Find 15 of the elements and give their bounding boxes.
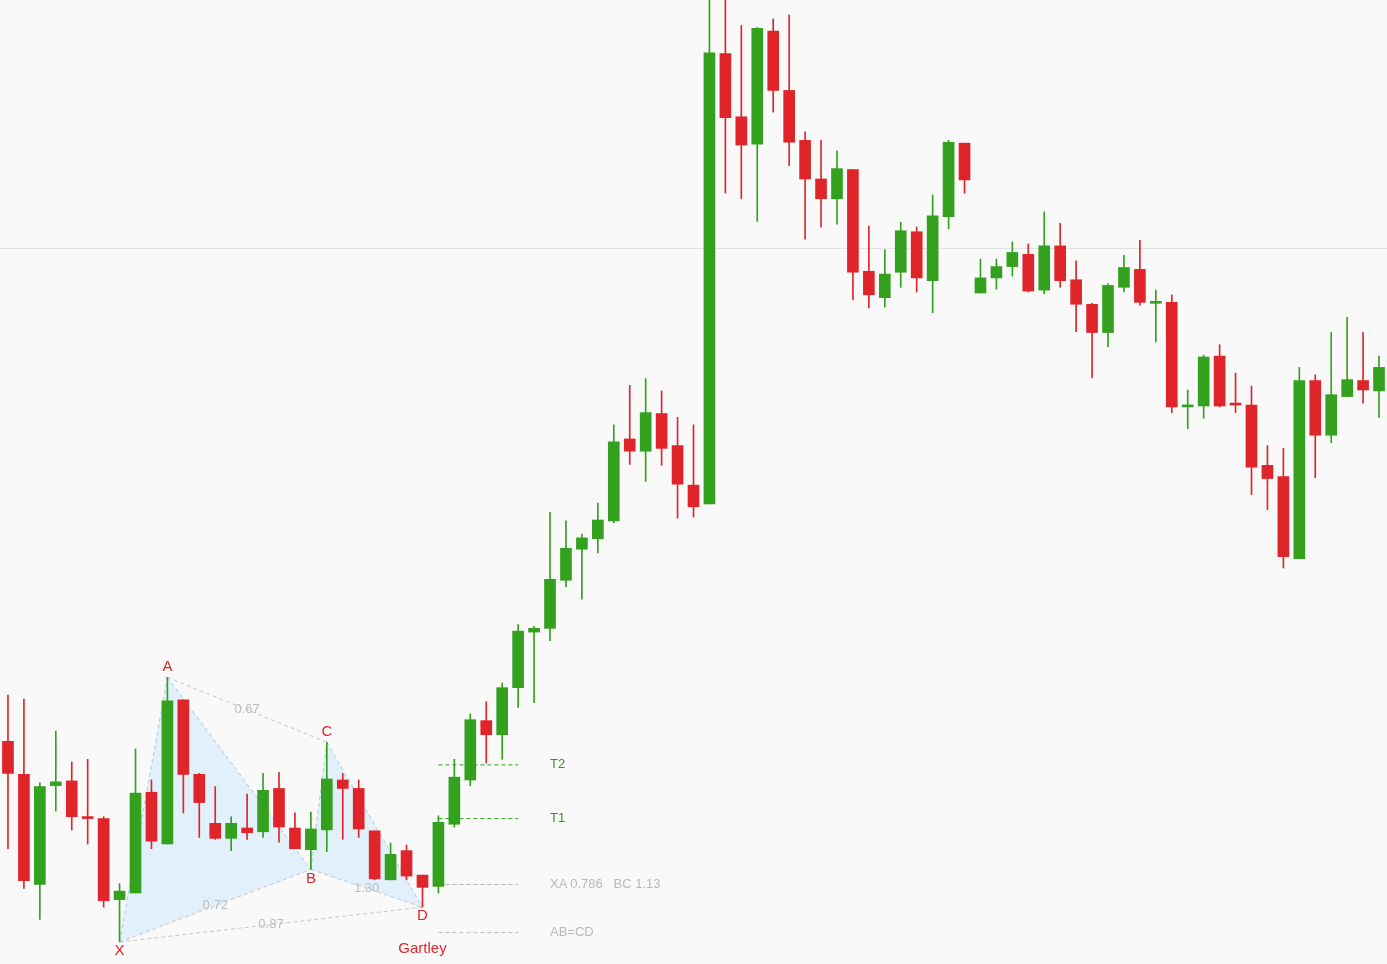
text: AB=CD <box>550 924 594 940</box>
annotation: Gartley <box>398 939 448 957</box>
annotation: 0.87 <box>258 916 284 932</box>
annotation: 0.72 <box>202 897 228 913</box>
text: T2 <box>550 756 566 772</box>
annotation: 1.30 <box>354 879 380 895</box>
annotation: D <box>417 906 429 924</box>
text: XA 0.786 <box>550 876 603 892</box>
annotation: A <box>162 657 173 675</box>
annotation: B <box>305 868 316 886</box>
annotation: C <box>321 722 333 740</box>
text: BC 1.13 <box>613 876 661 892</box>
annotation: 0.67 <box>234 701 260 717</box>
text: T1 <box>550 810 566 826</box>
annotation: X <box>114 941 125 959</box>
